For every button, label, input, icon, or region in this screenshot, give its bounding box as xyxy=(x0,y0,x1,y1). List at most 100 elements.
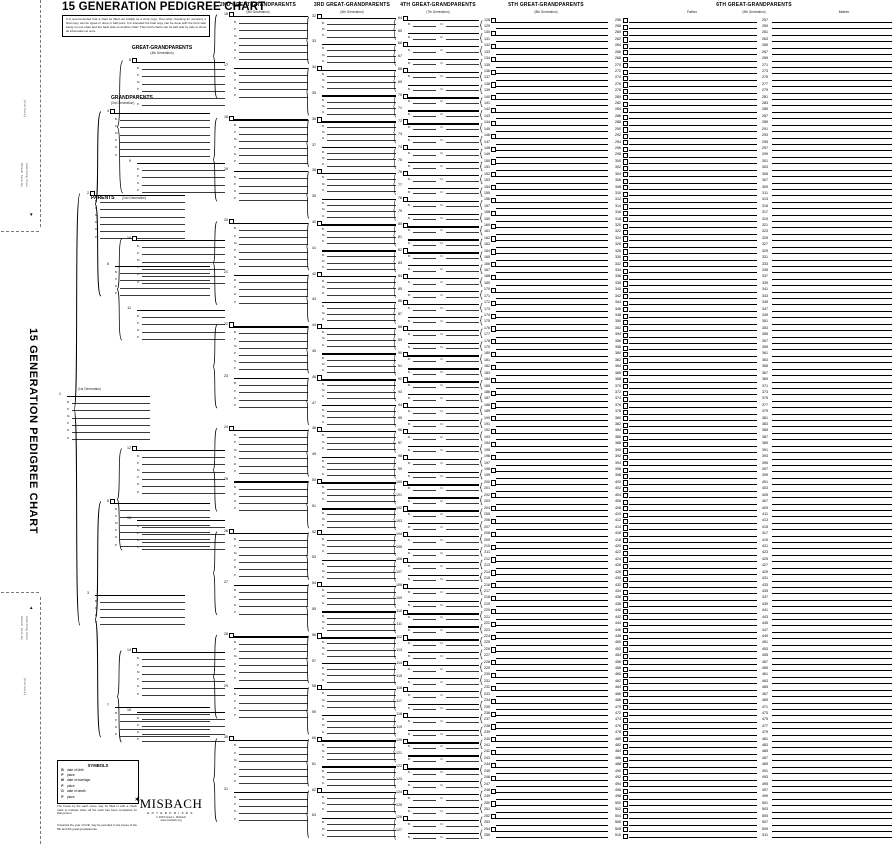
detail-field[interactable] xyxy=(412,644,436,646)
completion-checkbox[interactable] xyxy=(491,698,497,704)
detail-field[interactable] xyxy=(238,709,308,711)
name-field[interactable] xyxy=(628,28,757,30)
name-field[interactable] xyxy=(137,652,225,653)
completion-checkbox[interactable] xyxy=(622,172,628,178)
detail-field[interactable] xyxy=(412,567,436,569)
name-field[interactable] xyxy=(771,561,892,563)
name-field[interactable] xyxy=(771,195,892,197)
name-field[interactable] xyxy=(771,606,892,608)
detail-field[interactable] xyxy=(238,465,308,467)
name-field[interactable] xyxy=(408,187,479,190)
detail-field[interactable] xyxy=(445,154,479,156)
name-field[interactable] xyxy=(628,291,757,293)
name-field[interactable] xyxy=(628,721,757,723)
name-field[interactable] xyxy=(496,779,608,781)
detail-field[interactable] xyxy=(326,282,396,283)
detail-field[interactable] xyxy=(238,89,308,90)
name-field[interactable] xyxy=(496,60,608,62)
name-field[interactable] xyxy=(628,631,757,633)
completion-checkbox[interactable] xyxy=(491,352,497,358)
name-field[interactable] xyxy=(771,150,892,152)
name-field[interactable] xyxy=(234,222,308,225)
name-field[interactable] xyxy=(408,652,479,654)
name-field[interactable] xyxy=(408,574,479,577)
name-field[interactable] xyxy=(408,149,479,151)
name-field[interactable] xyxy=(496,156,608,158)
detail-field[interactable] xyxy=(238,658,308,659)
name-field[interactable] xyxy=(628,574,757,576)
name-field[interactable] xyxy=(771,169,892,171)
name-field[interactable] xyxy=(628,317,757,319)
completion-checkbox[interactable] xyxy=(403,16,409,22)
detail-field[interactable] xyxy=(119,141,210,143)
detail-field[interactable] xyxy=(238,244,308,246)
name-field[interactable] xyxy=(628,124,757,126)
detail-field[interactable] xyxy=(238,340,308,342)
completion-checkbox[interactable] xyxy=(229,632,235,638)
name-field[interactable] xyxy=(496,86,608,88)
name-field[interactable] xyxy=(496,811,608,813)
detail-field[interactable] xyxy=(412,77,436,78)
completion-checkbox[interactable] xyxy=(622,352,628,358)
name-field[interactable] xyxy=(496,651,608,653)
name-field[interactable] xyxy=(496,670,608,672)
name-field[interactable] xyxy=(771,830,892,832)
name-field[interactable] xyxy=(496,773,608,775)
completion-checkbox[interactable] xyxy=(622,88,628,94)
name-field[interactable] xyxy=(628,554,757,556)
name-field[interactable] xyxy=(496,143,608,145)
detail-field[interactable] xyxy=(445,348,479,349)
name-field[interactable] xyxy=(408,497,479,499)
name-field[interactable] xyxy=(322,663,396,665)
name-field[interactable] xyxy=(771,753,892,755)
completion-checkbox[interactable] xyxy=(622,43,628,50)
detail-field[interactable] xyxy=(326,681,396,683)
completion-checkbox[interactable] xyxy=(491,750,497,756)
detail-field[interactable] xyxy=(445,77,479,78)
completion-checkbox[interactable] xyxy=(229,12,235,18)
name-field[interactable] xyxy=(322,353,396,355)
completion-checkbox[interactable] xyxy=(622,653,628,659)
name-field[interactable] xyxy=(496,304,608,306)
name-field[interactable] xyxy=(408,819,479,822)
name-field[interactable] xyxy=(408,419,479,422)
detail-field[interactable] xyxy=(119,517,210,519)
detail-field[interactable] xyxy=(238,798,308,800)
completion-checkbox[interactable] xyxy=(622,384,628,390)
name-field[interactable] xyxy=(771,445,892,447)
name-field[interactable] xyxy=(234,171,308,173)
completion-checkbox[interactable] xyxy=(317,117,323,123)
detail-field[interactable] xyxy=(141,254,225,256)
completion-checkbox[interactable] xyxy=(622,621,628,627)
name-field[interactable] xyxy=(771,246,892,248)
completion-checkbox[interactable] xyxy=(622,480,628,486)
name-field[interactable] xyxy=(771,240,892,242)
detail-field[interactable] xyxy=(326,488,396,490)
completion-checkbox[interactable] xyxy=(622,499,628,505)
detail-field[interactable] xyxy=(326,56,396,57)
name-field[interactable] xyxy=(771,644,892,646)
completion-checkbox[interactable] xyxy=(622,538,628,544)
completion-checkbox[interactable] xyxy=(491,108,497,114)
name-field[interactable] xyxy=(628,708,757,710)
detail-field[interactable] xyxy=(326,127,396,129)
detail-field[interactable] xyxy=(99,623,185,625)
name-field[interactable] xyxy=(771,420,892,422)
completion-checkbox[interactable] xyxy=(622,69,628,75)
name-field[interactable] xyxy=(628,73,757,75)
name-field[interactable] xyxy=(628,201,757,203)
name-field[interactable] xyxy=(628,612,757,614)
completion-checkbox[interactable] xyxy=(491,608,497,615)
detail-field[interactable] xyxy=(99,216,185,218)
detail-field[interactable] xyxy=(412,206,436,207)
completion-checkbox[interactable] xyxy=(491,275,497,281)
detail-field[interactable] xyxy=(326,423,396,425)
name-field[interactable] xyxy=(115,503,210,504)
name-field[interactable] xyxy=(771,272,892,274)
completion-checkbox[interactable] xyxy=(622,159,628,165)
name-field[interactable] xyxy=(771,638,892,640)
name-field[interactable] xyxy=(771,741,892,743)
detail-field[interactable] xyxy=(445,528,479,530)
name-field[interactable] xyxy=(628,355,757,357)
name-field[interactable] xyxy=(628,445,757,447)
